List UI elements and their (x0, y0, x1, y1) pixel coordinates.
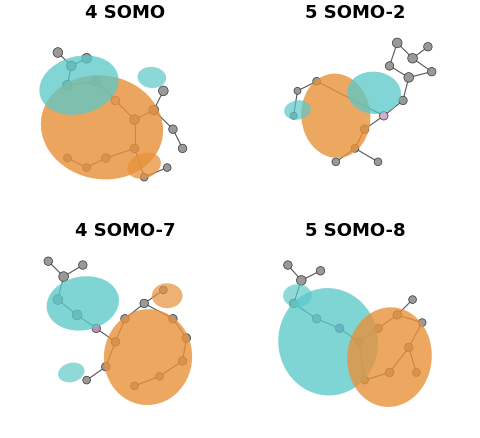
Circle shape (130, 115, 139, 124)
Circle shape (289, 299, 298, 307)
Ellipse shape (283, 284, 312, 307)
Circle shape (418, 319, 426, 326)
Circle shape (385, 62, 394, 70)
Circle shape (294, 88, 301, 94)
Circle shape (374, 158, 382, 166)
Ellipse shape (301, 74, 371, 158)
Circle shape (72, 310, 82, 320)
Circle shape (336, 324, 344, 332)
Circle shape (408, 296, 416, 304)
Circle shape (297, 276, 306, 285)
Circle shape (59, 272, 69, 281)
Circle shape (64, 154, 72, 162)
Circle shape (121, 314, 129, 323)
Circle shape (140, 173, 148, 181)
Circle shape (178, 357, 187, 365)
Ellipse shape (347, 307, 432, 407)
Circle shape (178, 144, 187, 152)
Circle shape (385, 368, 394, 377)
Title: 4 SOMO: 4 SOMO (85, 4, 165, 22)
Circle shape (63, 80, 72, 90)
Circle shape (53, 295, 63, 304)
Circle shape (284, 261, 292, 269)
Circle shape (53, 48, 63, 57)
Circle shape (182, 334, 191, 342)
Circle shape (111, 338, 120, 346)
Circle shape (290, 112, 297, 119)
Circle shape (149, 105, 158, 115)
Circle shape (428, 67, 436, 76)
Ellipse shape (41, 75, 163, 180)
Ellipse shape (104, 309, 192, 405)
Title: 5 SOMO-2: 5 SOMO-2 (305, 4, 405, 22)
Circle shape (102, 363, 110, 371)
Circle shape (82, 53, 91, 63)
Circle shape (158, 86, 168, 95)
Circle shape (360, 125, 369, 134)
Ellipse shape (348, 72, 401, 114)
Circle shape (408, 53, 417, 63)
Circle shape (92, 324, 100, 332)
Ellipse shape (278, 288, 378, 396)
Circle shape (332, 158, 340, 166)
Circle shape (351, 145, 359, 152)
Ellipse shape (152, 283, 182, 308)
Circle shape (316, 267, 324, 275)
Circle shape (156, 372, 163, 380)
Circle shape (159, 286, 167, 294)
Circle shape (399, 96, 407, 105)
Circle shape (424, 42, 432, 51)
Circle shape (405, 343, 413, 352)
Circle shape (169, 314, 177, 323)
Ellipse shape (127, 152, 161, 179)
Circle shape (79, 261, 87, 269)
Circle shape (393, 311, 401, 319)
Title: 4 SOMO-7: 4 SOMO-7 (75, 223, 175, 240)
Circle shape (163, 164, 171, 171)
Title: 5 SOMO-8: 5 SOMO-8 (305, 223, 405, 240)
Circle shape (355, 338, 363, 346)
Circle shape (404, 73, 413, 82)
Circle shape (91, 77, 101, 86)
Ellipse shape (47, 276, 119, 331)
Circle shape (102, 154, 110, 162)
Circle shape (412, 369, 420, 376)
Circle shape (393, 38, 402, 48)
Circle shape (361, 376, 369, 384)
Circle shape (169, 125, 177, 134)
Ellipse shape (137, 67, 166, 88)
Circle shape (83, 376, 90, 384)
Ellipse shape (284, 100, 311, 120)
Ellipse shape (58, 363, 84, 382)
Circle shape (131, 144, 139, 152)
Circle shape (111, 96, 120, 105)
Circle shape (131, 382, 138, 390)
Ellipse shape (39, 56, 119, 115)
Circle shape (67, 61, 76, 71)
Circle shape (140, 299, 148, 307)
Circle shape (44, 257, 52, 265)
Circle shape (374, 324, 382, 332)
Circle shape (312, 314, 321, 323)
Circle shape (313, 78, 321, 85)
Circle shape (380, 112, 388, 120)
Circle shape (83, 164, 90, 171)
